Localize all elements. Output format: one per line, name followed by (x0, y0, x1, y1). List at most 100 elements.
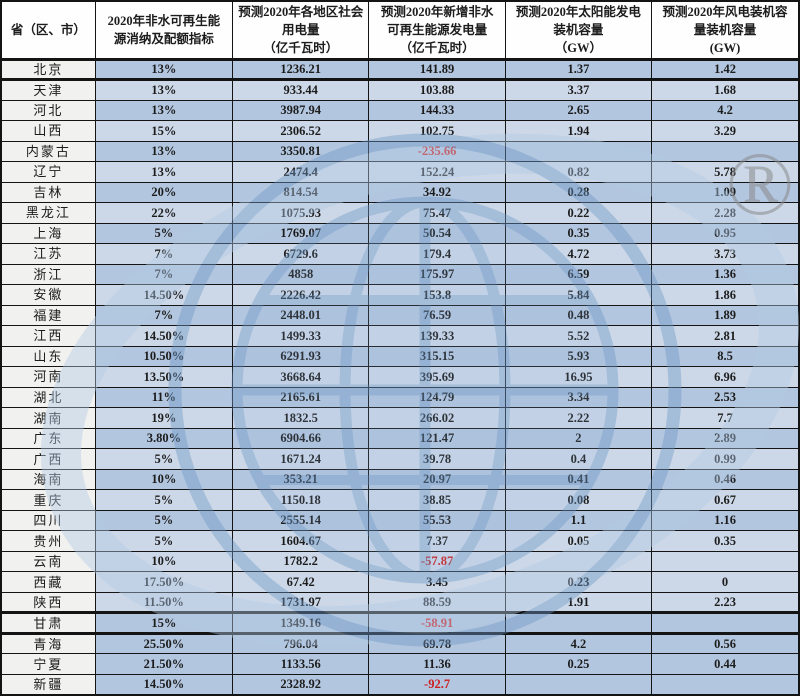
table-row: 甘肃 15% 1349.16 -58.91 (0, 612, 800, 635)
solar-cell: 2.22 (504, 407, 653, 429)
province-cell: 陕西 (0, 591, 96, 615)
table-row: 辽宁 13% 2474.4 152.24 0.82 5.78 (0, 161, 800, 183)
consumption-cell: 1832.5 (232, 407, 370, 429)
consumption-cell: 1349.16 (232, 612, 370, 635)
quota-cell: 17.50% (94, 571, 234, 593)
province-cell: 天津 (0, 79, 96, 101)
wind-cell: 0.56 (651, 632, 800, 655)
consumption-cell: 1236.21 (232, 58, 370, 81)
new_renewable-cell: 395.69 (368, 366, 506, 388)
table-row: 四川 5% 2555.14 55.53 1.1 1.16 (0, 509, 800, 532)
quota-cell: 14.50% (94, 284, 234, 306)
solar-cell: 3.34 (504, 386, 653, 409)
solar-cell: 6.59 (504, 263, 653, 286)
new_renewable-cell: 153.8 (368, 284, 506, 306)
consumption-cell: 1075.93 (232, 202, 370, 224)
new_renewable-cell: 7.37 (368, 530, 506, 552)
consumption-cell: 1150.18 (232, 489, 370, 511)
table-row: 内蒙古 13% 3350.81 -235.66 (0, 140, 800, 163)
table-row: 安徽 14.50% 2226.42 153.8 5.84 1.86 (0, 284, 800, 306)
solar-cell: 5.93 (504, 345, 653, 368)
province-cell: 贵州 (0, 530, 96, 552)
wind-cell: 2.23 (651, 591, 800, 615)
consumption-cell: 67.42 (232, 571, 370, 593)
solar-cell: 1.94 (504, 120, 653, 142)
wind-cell: 1.09 (651, 181, 800, 204)
table-row: 宁夏 21.50% 1133.56 11.36 0.25 0.44 (0, 653, 800, 675)
quota-cell: 15% (94, 120, 234, 142)
wind-cell: 8.5 (651, 345, 800, 368)
consumption-cell: 3350.81 (232, 140, 370, 163)
quota-cell: 13% (94, 79, 234, 101)
consumption-cell: 1671.24 (232, 448, 370, 470)
quota-cell: 13% (94, 99, 234, 122)
wind-cell: 3.29 (651, 120, 800, 142)
solar-cell: 2 (504, 427, 653, 450)
new_renewable-cell: 144.33 (368, 99, 506, 122)
consumption-cell: 2165.61 (232, 386, 370, 409)
solar-cell: 1.37 (504, 58, 653, 81)
quota-cell: 13.50% (94, 366, 234, 388)
table-row: 福建 7% 2448.01 76.59 0.48 1.89 (0, 304, 800, 327)
consumption-cell: 933.44 (232, 79, 370, 101)
new_renewable-cell: 179.4 (368, 243, 506, 265)
quota-cell: 7% (94, 243, 234, 265)
table-row: 河北 13% 3987.94 144.33 2.65 4.2 (0, 99, 800, 122)
solar-cell: 0.05 (504, 530, 653, 552)
wind-cell: 6.96 (651, 366, 800, 388)
new_renewable-cell: 103.88 (368, 79, 506, 101)
province-cell: 河南 (0, 366, 96, 388)
province-cell: 河北 (0, 99, 96, 122)
column-header-solar: 预测2020年太阳能发电 装机容量 （GW） (504, 0, 653, 61)
new_renewable-cell: 55.53 (368, 509, 506, 532)
quota-cell: 5% (94, 489, 234, 511)
quota-cell: 13% (94, 58, 234, 81)
consumption-cell: 2555.14 (232, 509, 370, 532)
wind-cell: 1.89 (651, 304, 800, 327)
province-cell: 四川 (0, 509, 96, 532)
new_renewable-cell: 102.75 (368, 120, 506, 142)
wind-cell (651, 550, 800, 573)
consumption-cell: 2448.01 (232, 304, 370, 327)
consumption-cell: 6904.66 (232, 427, 370, 450)
solar-cell: 5.52 (504, 325, 653, 347)
province-cell: 江西 (0, 325, 96, 347)
consumption-cell: 1769.07 (232, 222, 370, 245)
solar-cell: 1.1 (504, 509, 653, 532)
quota-cell: 7% (94, 263, 234, 286)
new_renewable-cell: 266.02 (368, 407, 506, 429)
wind-cell: 0 (651, 571, 800, 593)
table-row: 海南 10% 353.21 20.97 0.41 0.46 (0, 468, 800, 491)
quota-cell: 13% (94, 161, 234, 183)
province-cell: 安徽 (0, 284, 96, 306)
quota-cell: 20% (94, 181, 234, 204)
wind-cell: 7.7 (651, 407, 800, 429)
column-header-quota: 2020年非水可再生能 源消纳及配额指标 (94, 0, 234, 61)
wind-cell: 2.28 (651, 202, 800, 224)
province-cell: 广东 (0, 427, 96, 450)
solar-cell: 3.37 (504, 79, 653, 101)
solar-cell: 0.4 (504, 448, 653, 470)
consumption-cell: 3668.64 (232, 366, 370, 388)
wind-cell (651, 612, 800, 635)
table-row: 天津 13% 933.44 103.88 3.37 1.68 (0, 79, 800, 101)
quota-cell: 10% (94, 550, 234, 573)
table-row: 山东 10.50% 6291.93 315.15 5.93 8.5 (0, 345, 800, 368)
province-cell: 黑龙江 (0, 202, 96, 224)
quota-cell: 21.50% (94, 653, 234, 675)
wind-cell: 0.95 (651, 222, 800, 245)
table-row: 重庆 5% 1150.18 38.85 0.08 0.67 (0, 489, 800, 511)
solar-cell: 5.84 (504, 284, 653, 306)
column-header-consumption: 预测2020年各地区社会 用电量 （亿千瓦时） (232, 0, 370, 61)
province-cell: 江苏 (0, 243, 96, 265)
table-body: 北京 13% 1236.21 141.89 1.37 1.42 天津 13% 933.44 103… (0, 58, 800, 696)
table-row: 河南 13.50% 3668.64 395.69 16.95 6.96 (0, 366, 800, 388)
quota-cell: 15% (94, 612, 234, 635)
quota-cell: 13% (94, 140, 234, 163)
quota-cell: 11.50% (94, 591, 234, 615)
solar-cell: 0.48 (504, 304, 653, 327)
wind-cell (651, 673, 800, 696)
new_renewable-cell: 69.78 (368, 632, 506, 655)
